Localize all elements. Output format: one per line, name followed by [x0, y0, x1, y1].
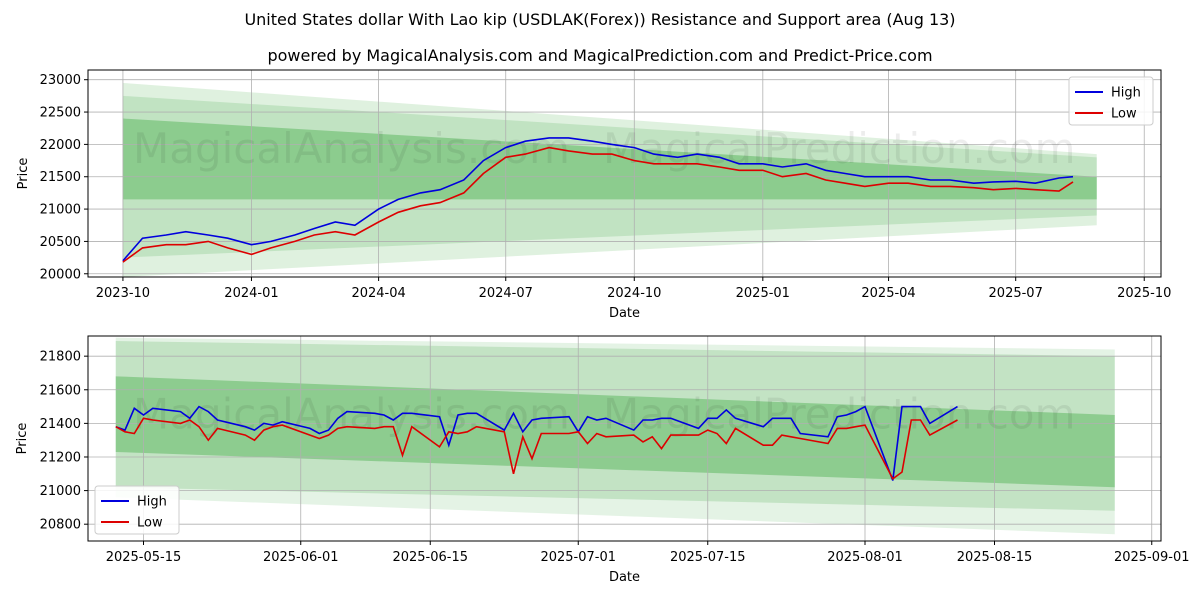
plot-frame — [87, 335, 1162, 542]
y-tick-label: 21000 — [40, 484, 81, 499]
y-tick-label: 21500 — [40, 170, 81, 185]
legend-label-high: High — [1111, 86, 1141, 101]
y-tick-label: 20000 — [40, 267, 81, 282]
y-tick-label: 22000 — [40, 138, 81, 153]
x-tick-label: 2023-10 — [96, 286, 150, 301]
y-tick-label: 22500 — [40, 106, 81, 121]
legend: High Low — [94, 485, 180, 535]
legend-label-low: Low — [1111, 107, 1137, 122]
x-tick-label: 2025-04 — [861, 286, 915, 301]
legend: High Low — [1068, 76, 1154, 126]
series-line-low — [115, 417, 958, 480]
x-tick-label: 2025-10 — [1117, 286, 1171, 301]
x-tick-label: 2024-07 — [479, 286, 533, 301]
x-axis-label: Date — [609, 306, 640, 321]
watermark-text: MagicalPrediction.com — [603, 124, 1076, 173]
legend-label-high: High — [137, 495, 167, 510]
watermark-text: MagicalAnalysis.com — [133, 124, 570, 173]
x-tick-label: 2025-08-01 — [827, 550, 903, 565]
series-line-high — [122, 137, 1074, 262]
x-tick-label: 2025-08-15 — [957, 550, 1033, 565]
y-tick-label: 21800 — [40, 350, 81, 365]
x-tick-label: 2024-01 — [224, 286, 278, 301]
series-line-low — [122, 146, 1074, 263]
x-tick-label: 2025-06-01 — [263, 550, 339, 565]
zoom-chart: MagicalAnalysis.com MagicalPrediction.com… — [15, 335, 1190, 585]
x-tick-label: 2025-05-15 — [106, 550, 182, 565]
watermark-text: MagicalPrediction.com — [603, 389, 1076, 438]
plot-area — [88, 336, 1161, 541]
band-2 — [122, 118, 1097, 200]
x-tick-label: 2025-06-15 — [392, 550, 468, 565]
x-tick-label: 2024-04 — [351, 286, 405, 301]
y-tick-label: 20500 — [40, 235, 81, 250]
main-chart: MagicalAnalysis.com MagicalPrediction.com… — [16, 69, 1171, 321]
x-tick-label: 2024-10 — [607, 286, 661, 301]
y-axis-label: Price — [15, 423, 30, 455]
y-tick-label: 21200 — [40, 450, 81, 465]
y-axis-label: Price — [16, 158, 31, 190]
y-tick-label: 20800 — [40, 518, 81, 533]
y-tick-label: 23000 — [40, 73, 81, 88]
x-tick-label: 2025-09-01 — [1114, 550, 1190, 565]
chart-subtitle: powered by MagicalAnalysis.com and Magic… — [267, 46, 933, 65]
x-tick-label: 2025-07-01 — [540, 550, 616, 565]
y-tick-label: 21000 — [40, 203, 81, 218]
plot-frame — [87, 69, 1162, 278]
legend-label-low: Low — [137, 516, 163, 531]
chart-title: United States dollar With Lao kip (USDLA… — [244, 10, 956, 29]
y-tick-label: 21600 — [40, 383, 81, 398]
x-axis-label: Date — [609, 570, 640, 585]
series-line-high — [115, 405, 958, 481]
x-tick-label: 2025-01 — [736, 286, 790, 301]
x-tick-label: 2025-07 — [989, 286, 1043, 301]
y-tick-label: 21400 — [40, 417, 81, 432]
x-tick-label: 2025-07-15 — [670, 550, 746, 565]
